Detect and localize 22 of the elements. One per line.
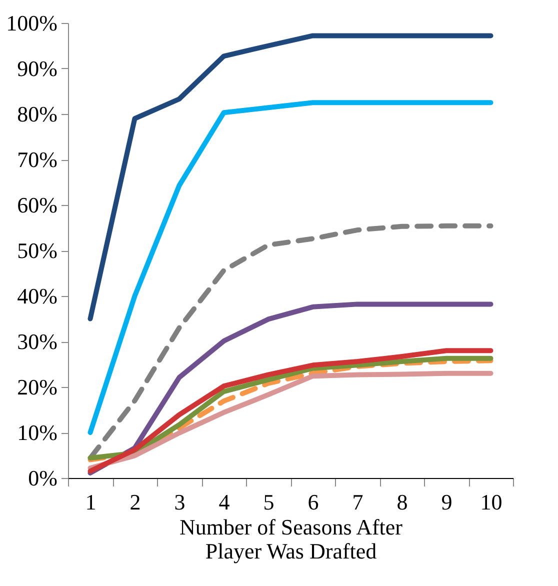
y-tick-label: 100% [6, 10, 58, 36]
x-tick-label: 4 [218, 490, 230, 514]
y-tick-label: 60% [17, 192, 58, 218]
y-tick-label: 90% [17, 56, 58, 81]
y-tick-label: 50% [17, 238, 58, 263]
y-tick-label: 70% [17, 147, 58, 172]
y-tick-label: 10% [17, 420, 58, 445]
x-tick-label: 9 [441, 490, 452, 514]
x-tick-label: 2 [130, 490, 141, 514]
y-tick-label: 40% [17, 284, 58, 308]
y-tick-label: 30% [17, 329, 58, 354]
x-tick-label: 6 [308, 490, 319, 514]
x-axis-title: Number of Seasons After Player Was Drafted [179, 514, 404, 564]
y-tick-label: 20% [17, 374, 58, 400]
y-tick-label: 0% [28, 466, 58, 490]
x-tick-label: 5 [263, 490, 274, 514]
x-tick-label: 3 [174, 490, 186, 514]
x-tick-label: 7 [352, 490, 364, 514]
x-tick-label: 8 [396, 490, 408, 514]
x-tick-label: 1 [85, 490, 96, 514]
y-tick-label: 80% [17, 102, 58, 126]
x-tick-label: 10 [480, 490, 502, 514]
